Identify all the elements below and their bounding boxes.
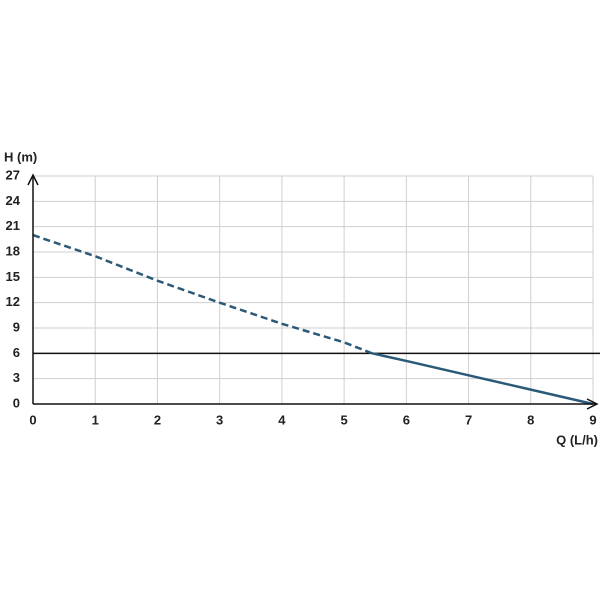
x-tick-label: 9 (589, 412, 596, 427)
x-tick-label: 5 (340, 412, 347, 427)
x-tick-label: 7 (465, 412, 472, 427)
y-tick-label: 18 (6, 243, 20, 258)
x-tick-label: 1 (92, 412, 99, 427)
plot (32, 233, 600, 406)
x-tick-label: 2 (154, 412, 161, 427)
x-axis-arrow (586, 398, 599, 410)
y-tick-label: 15 (6, 269, 20, 284)
y-tick-label: 3 (13, 370, 20, 385)
curve (371, 352, 594, 406)
y-tick-label: 6 (13, 345, 20, 360)
curve (32, 233, 373, 355)
y-tick-label: 27 (6, 167, 20, 182)
y-tick-label: 9 (13, 319, 20, 334)
x-tick-label: 3 (216, 412, 223, 427)
y-tick-label: 24 (6, 193, 21, 208)
y-tick-label: 12 (6, 294, 20, 309)
x-tick-label: 4 (278, 412, 286, 427)
x-tick-label: 6 (403, 412, 410, 427)
y-tick-label: 21 (6, 218, 20, 233)
y-axis-arrow (27, 173, 39, 186)
y-tick-label: 0 (13, 395, 20, 410)
x-tick-label: 8 (527, 412, 534, 427)
x-tick-label: 0 (29, 412, 36, 427)
y-axis-label: H (m) (4, 149, 37, 164)
x-axis-label: Q (L/h) (556, 432, 598, 447)
